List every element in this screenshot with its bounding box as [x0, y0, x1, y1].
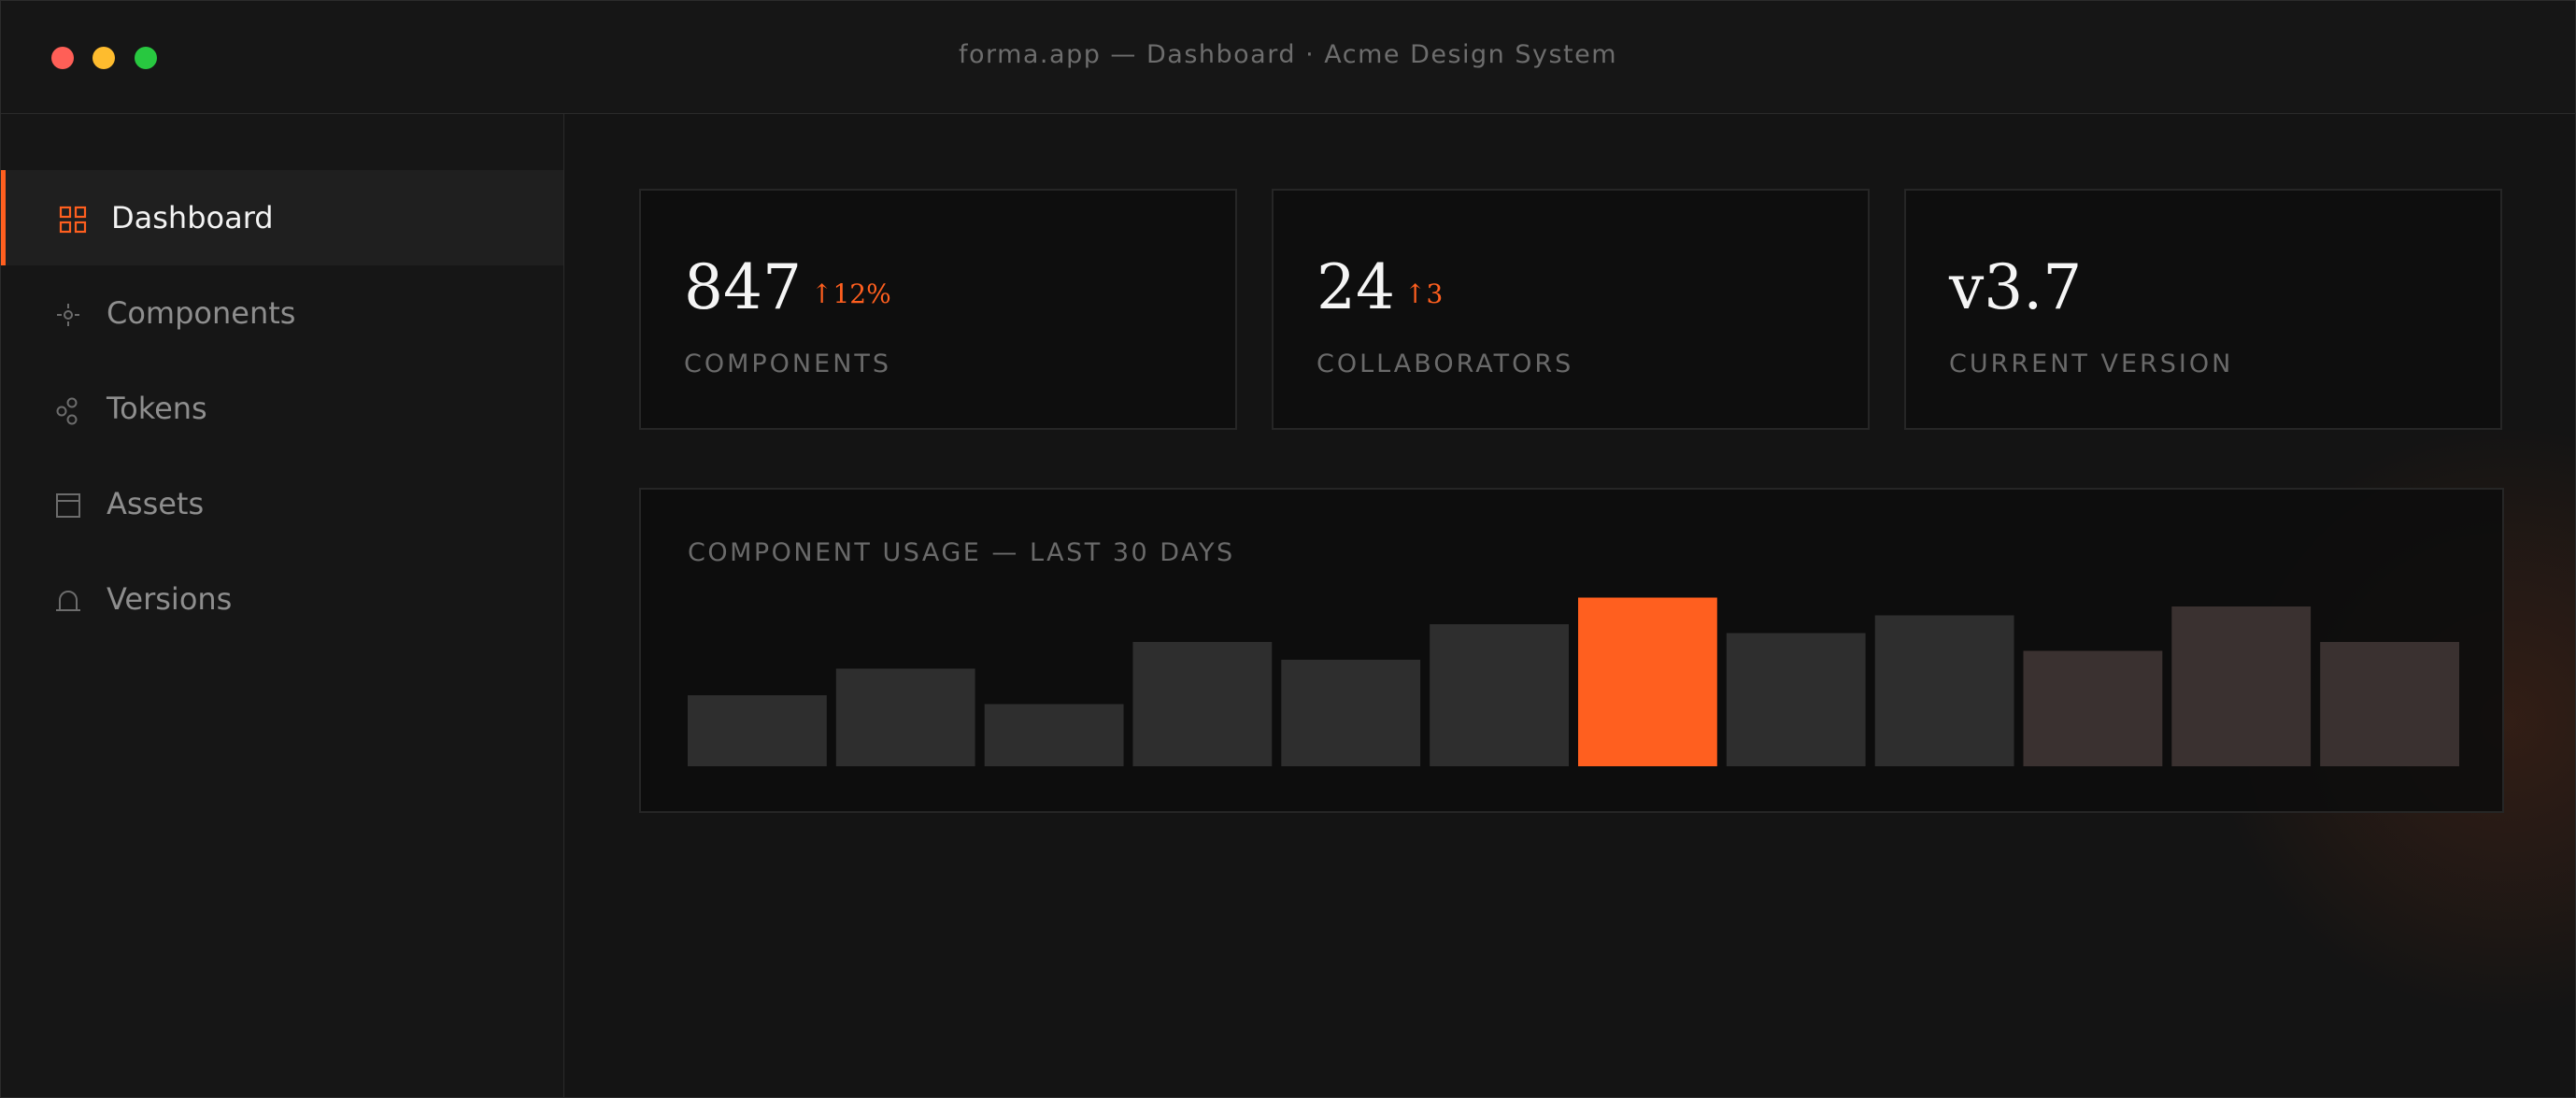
- chart-bar-8: [1726, 633, 1866, 766]
- sidebar-item-label: Assets: [107, 486, 205, 521]
- stat-card-components[interactable]: 847 ↑12% COMPONENTS: [639, 189, 1237, 430]
- usage-chart-card: COMPONENT USAGE — LAST 30 DAYS: [639, 488, 2504, 813]
- chart-bar-3: [984, 704, 1124, 766]
- chart-bar-6: [1430, 624, 1569, 766]
- chart-title: COMPONENT USAGE — LAST 30 DAYS: [688, 538, 1235, 567]
- assets-icon: [56, 493, 80, 518]
- versions-icon: [56, 591, 80, 611]
- stat-label: CURRENT VERSION: [1949, 349, 2234, 378]
- sidebar-item-label: Tokens: [107, 391, 207, 426]
- sidebar: Dashboard Components Tokens: [1, 114, 564, 1097]
- chart-bar-7: [1578, 597, 1717, 766]
- tokens-icon: [56, 397, 78, 425]
- stat-value: v3.7: [1949, 250, 2082, 325]
- chart-bar-11: [2171, 606, 2312, 766]
- sidebar-item-label: Components: [107, 295, 296, 331]
- chart-bar-1: [688, 695, 827, 766]
- usage-chart: [688, 597, 2459, 766]
- chart-bar-4: [1132, 642, 1273, 766]
- sidebar-item-label: Versions: [107, 581, 233, 617]
- chart-bar-10: [2023, 650, 2163, 766]
- chart-bar-5: [1281, 660, 1421, 766]
- title-bar: forma.app — Dashboard · Acme Design Syst…: [1, 1, 2575, 114]
- minimize-window-button[interactable]: [93, 47, 115, 69]
- stat-delta: ↑12%: [810, 278, 891, 309]
- stat-card-collaborators[interactable]: 24 ↑3 COLLABORATORS: [1272, 189, 1870, 430]
- maximize-window-button[interactable]: [135, 47, 157, 69]
- close-window-button[interactable]: [51, 47, 74, 69]
- stat-label: COLLABORATORS: [1316, 349, 1574, 378]
- stat-number: 847: [684, 251, 802, 323]
- sidebar-item-versions[interactable]: Versions: [1, 551, 563, 647]
- stat-delta: ↑3: [1403, 278, 1444, 309]
- stat-number: 24: [1316, 251, 1395, 323]
- sidebar-item-components[interactable]: Components: [1, 265, 563, 361]
- window-title: forma.app — Dashboard · Acme Design Syst…: [958, 40, 1618, 69]
- stat-value: 24 ↑3: [1316, 250, 1443, 332]
- grid-icon: [59, 206, 87, 234]
- stat-card-version[interactable]: v3.7 CURRENT VERSION: [1904, 189, 2502, 430]
- sidebar-item-tokens[interactable]: Tokens: [1, 361, 563, 456]
- chart-bar-9: [1874, 615, 2014, 766]
- chart-bar-12: [2320, 642, 2459, 766]
- stat-label: COMPONENTS: [684, 349, 892, 378]
- sidebar-item-assets[interactable]: Assets: [1, 456, 563, 551]
- stat-value: 847 ↑12%: [684, 250, 891, 332]
- sidebar-item-dashboard[interactable]: Dashboard: [1, 170, 563, 265]
- stat-number: v3.7: [1949, 251, 2083, 323]
- component-icon: [57, 304, 79, 326]
- sidebar-item-label: Dashboard: [111, 200, 274, 235]
- chart-bar-2: [835, 668, 975, 766]
- main-content: 847 ↑12% COMPONENTS 24 ↑3 COLLABORATORS v3…: [564, 114, 2575, 1097]
